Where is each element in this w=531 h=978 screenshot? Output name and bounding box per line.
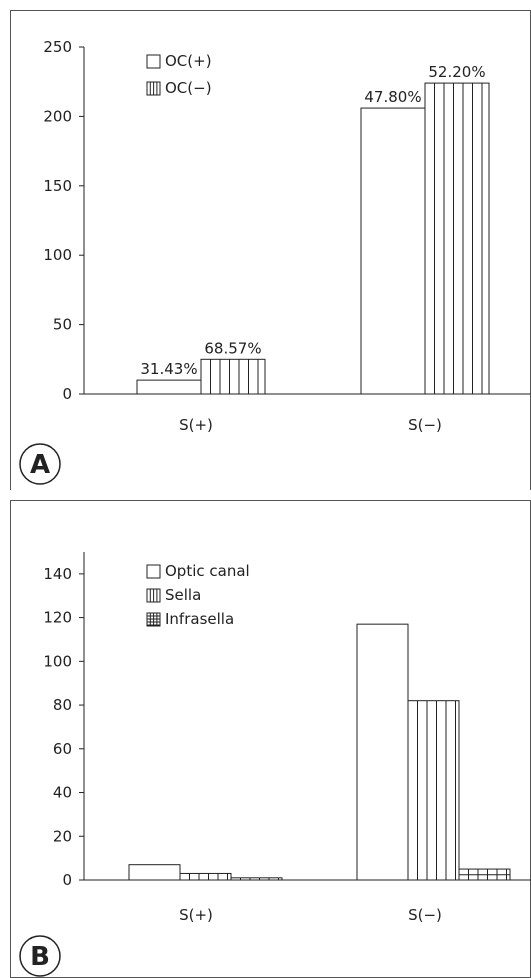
panel-b-label: B xyxy=(30,942,50,972)
y-tick-label: 200 xyxy=(43,107,72,125)
svg-text:Infrasella: Infrasella xyxy=(165,610,234,628)
panel-b-badge xyxy=(19,935,61,977)
bar xyxy=(407,700,460,881)
svg-text:Optic canal: Optic canal xyxy=(165,562,250,580)
bar xyxy=(360,107,426,395)
x-tick-label: S(−) xyxy=(408,906,442,924)
bar xyxy=(136,379,202,395)
chart-panel-a: 0 50 100 150 200 250 31.43% 68.57% 47.80% 52.20%… xyxy=(10,10,531,490)
chart-panel-b: 0 20 40 60 80 100 120 140 S(+) S(−) Optic canal S… xyxy=(10,500,531,978)
legend-item: Infrasella xyxy=(146,610,234,628)
panel-a-badge xyxy=(19,443,61,485)
svg-text:OC(−): OC(−) xyxy=(165,79,212,97)
bar xyxy=(200,358,266,395)
y-tick-label: 0 xyxy=(62,871,72,889)
svg-text:OC(+): OC(+) xyxy=(165,52,212,70)
legend-item: Sella xyxy=(146,586,201,604)
bar xyxy=(356,623,409,881)
y-tick-label: 60 xyxy=(53,740,72,758)
x-tick-label: S(−) xyxy=(408,416,442,434)
data-label: 47.80% xyxy=(364,88,421,106)
y-tick-label: 20 xyxy=(53,827,72,845)
bar xyxy=(179,872,232,881)
y-tick-label: 100 xyxy=(43,246,72,264)
data-label: 52.20% xyxy=(428,63,485,81)
bar xyxy=(458,868,511,881)
bar xyxy=(128,864,181,881)
bar xyxy=(230,877,283,881)
y-tick-label: 40 xyxy=(53,784,72,802)
y-tick-label: 120 xyxy=(43,609,72,627)
y-tick-label: 150 xyxy=(43,177,72,195)
y-tick-label: 50 xyxy=(53,316,72,334)
y-tick-label: 250 xyxy=(43,38,72,56)
svg-text:Sella: Sella xyxy=(165,586,201,604)
legend-item: OC(−) xyxy=(146,79,212,97)
panel-a-label: A xyxy=(30,450,50,480)
y-tick-label: 140 xyxy=(43,565,72,583)
y-tick-label: 0 xyxy=(62,385,72,403)
data-label: 68.57% xyxy=(204,339,261,357)
data-label: 31.43% xyxy=(140,360,197,378)
legend-item: Optic canal xyxy=(146,562,250,580)
legend-item: OC(+) xyxy=(146,52,212,70)
x-tick-label: S(+) xyxy=(179,906,213,924)
y-tick-label: 80 xyxy=(53,696,72,714)
x-tick-label: S(+) xyxy=(179,416,213,434)
y-tick-label: 100 xyxy=(43,652,72,670)
bar xyxy=(424,82,490,395)
